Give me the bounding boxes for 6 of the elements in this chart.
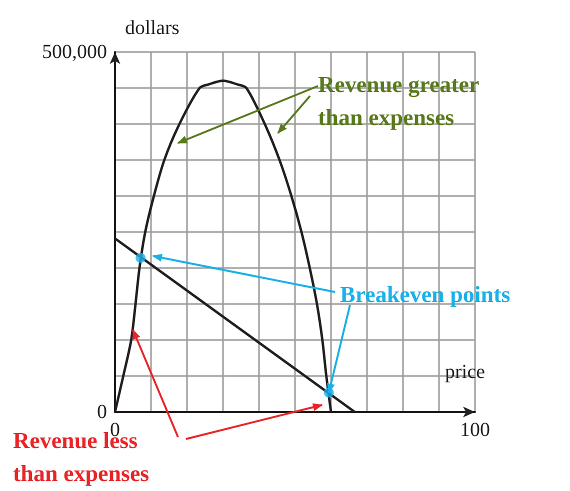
y-tick-label: 500,000: [42, 41, 107, 63]
annotation: Revenue greater than expenses: [318, 72, 480, 130]
x-axis-title: price: [445, 361, 486, 383]
y-axis-title: dollars: [125, 17, 180, 39]
x-tick-label: 100: [460, 419, 490, 441]
annotation: Breakeven points: [340, 282, 510, 307]
